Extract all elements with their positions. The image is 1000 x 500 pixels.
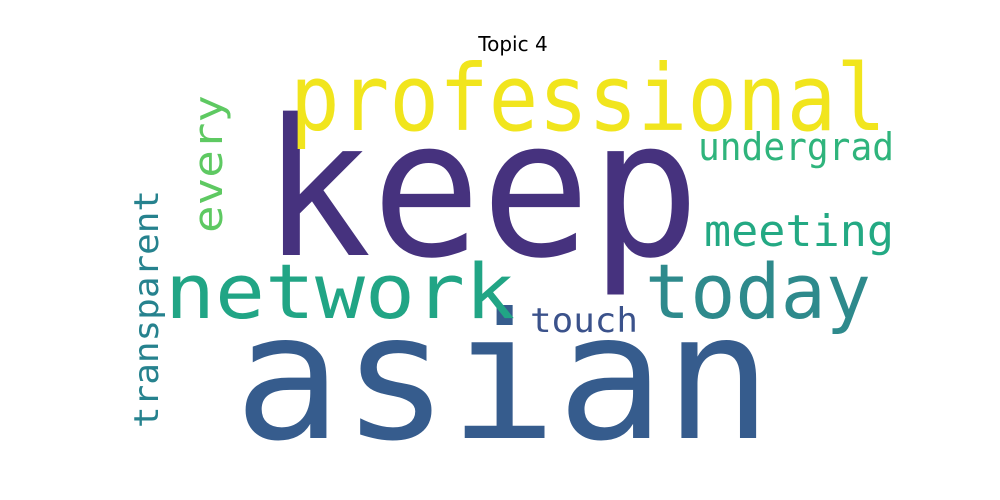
word-every: every	[186, 95, 232, 233]
word-today: today	[645, 247, 871, 336]
word-meeting: meeting	[704, 206, 894, 257]
chart-title: Topic 4	[478, 32, 548, 56]
word-undergrad: undergrad	[698, 125, 894, 169]
word-network: network	[165, 247, 515, 336]
word-asian: asian	[234, 277, 772, 480]
word-transparent: transparent	[127, 190, 167, 428]
word-professional: professional	[290, 45, 886, 152]
word-keep: keep	[262, 79, 700, 300]
word-touch: touch	[530, 301, 638, 341]
